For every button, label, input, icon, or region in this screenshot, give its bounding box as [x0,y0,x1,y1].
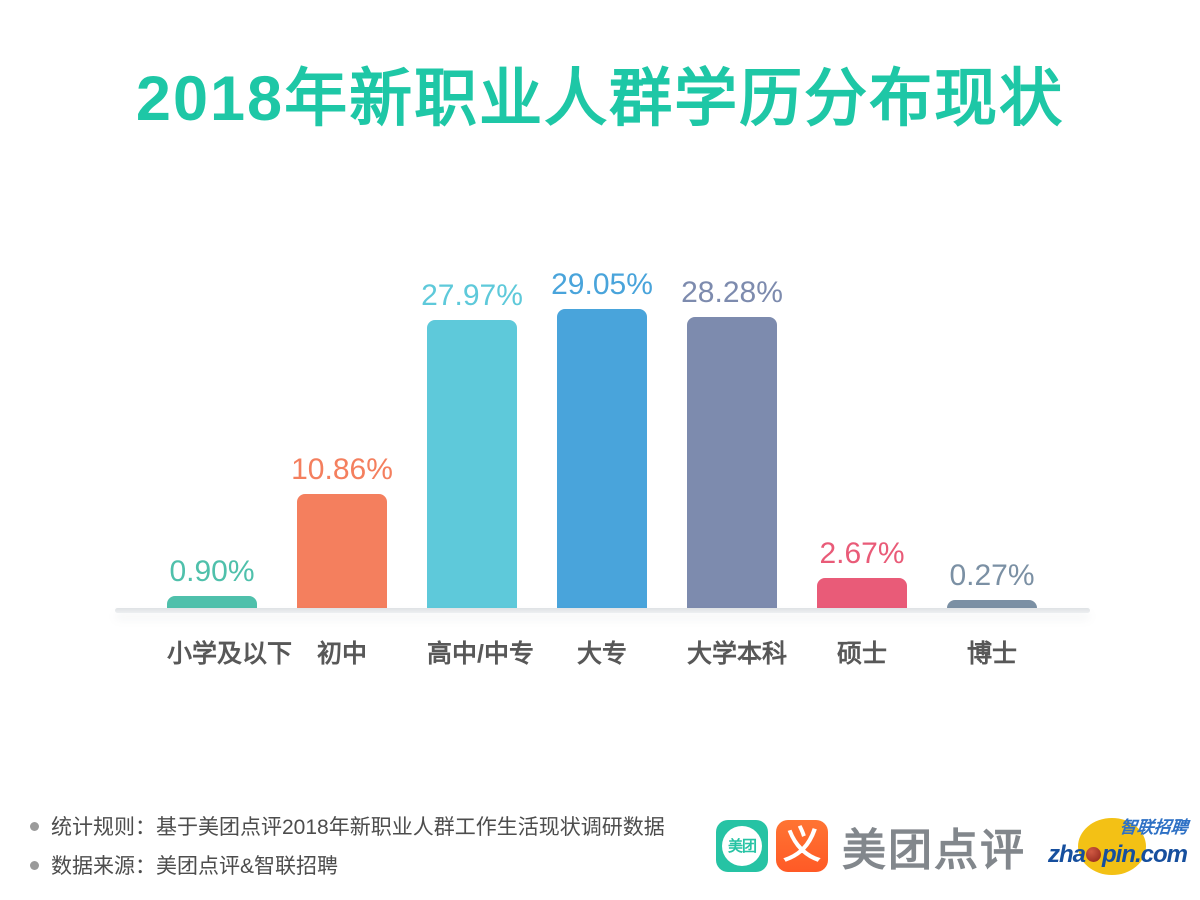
note-text: 数据来源：美团点评&智联招聘 [51,855,339,878]
note-text: 统计规则：基于美团点评2018年新职业人群工作生活现状调研数据 [51,816,665,839]
bar-value-label: 2.67% [819,537,905,570]
bar-column: 10.86% [291,453,393,608]
category-label: 小学及以下 [167,640,293,668]
bar-value-label: 10.86% [291,453,393,486]
note-data-source: 数据来源：美团点评&智联招聘 [30,850,665,880]
meituan-app-icon: 美团 [716,819,768,872]
category-label: 博士 [966,640,1017,668]
bar-value-label: 28.28% [681,276,783,309]
bullet-icon [30,821,39,831]
bar [427,320,517,608]
bar-column: 0.27% [947,559,1037,608]
bar [817,578,907,608]
category-label: 高中/中专 [427,640,534,668]
category-label: 大专 [576,640,627,668]
zhaopin-yellow-circle [1078,817,1146,875]
category-label: 初中 [316,640,367,668]
bullet-icon [30,860,39,870]
dianping-figure-icon: 义 [782,824,821,867]
bar [557,309,647,608]
zhaopin-logo: 智联招聘 zha pin.com [1048,815,1189,877]
bar-value-label: 0.90% [169,555,255,588]
bar-column: 28.28% [681,276,783,608]
footer-notes: 统计规则：基于美团点评2018年新职业人群工作生活现状调研数据 数据来源：美团点… [30,811,665,880]
x-axis-line [115,608,1090,613]
bar-value-label: 29.05% [551,268,653,301]
bar [947,600,1037,608]
bar-column: 2.67% [817,537,907,608]
bars-area: 0.90% 10.86% 27.97% 29.05% 28.28% 2.67% 0.27% [167,268,1037,608]
x-axis-labels: 小学及以下 初中 高中/中专 大专 大学本科 硕士 博士 [167,634,1037,670]
bar-value-label: 27.97% [421,279,523,312]
bar-column: 29.05% [551,268,653,608]
bar-column: 27.97% [421,279,523,608]
bar-value-label: 0.27% [949,559,1035,592]
zhaopin-url-wordmark: zha pin.com [1048,840,1188,868]
bar [687,317,777,608]
zhaopin-dot-icon [1086,846,1102,862]
footer-logos: 美团 义 美团点评 智联招聘 zha pin.com [716,814,1189,878]
footer: 统计规则：基于美团点评2018年新职业人群工作生活现状调研数据 数据来源：美团点… [30,811,1189,880]
dianping-app-icon: 义 [776,819,828,872]
bar [167,596,257,608]
category-label: 硕士 [836,640,887,668]
meituan-dianping-wordmark: 美团点评 [842,825,1026,875]
bar [297,494,387,608]
note-statistics-rule: 统计规则：基于美团点评2018年新职业人群工作生活现状调研数据 [30,811,665,841]
meituan-icon-label: 美团 [722,825,762,866]
bar-column: 0.90% [167,555,257,608]
zhaopin-cn-wordmark: 智联招聘 [1118,817,1189,837]
page-title: 2018年新职业人群学历分布现状 [135,64,1065,134]
category-label: 大学本科 [687,640,788,668]
